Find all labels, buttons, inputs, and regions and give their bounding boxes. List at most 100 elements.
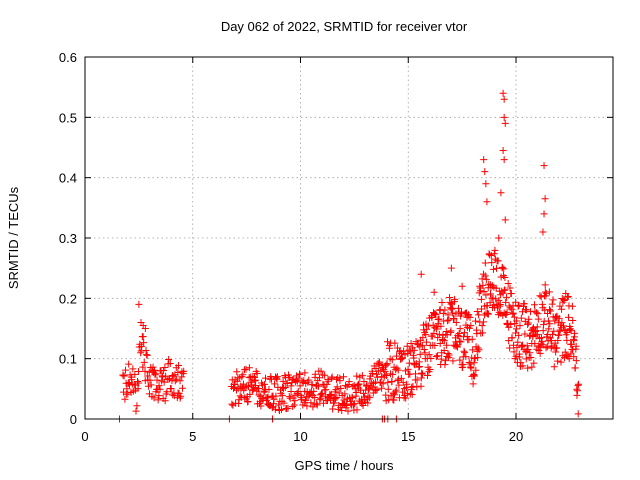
data-point bbox=[435, 315, 443, 323]
data-point bbox=[262, 374, 270, 382]
data-point bbox=[324, 377, 332, 385]
data-point bbox=[478, 322, 486, 330]
data-point bbox=[391, 388, 399, 396]
data-point bbox=[525, 315, 533, 323]
data-point bbox=[368, 369, 376, 377]
data-point bbox=[338, 406, 346, 414]
data-point bbox=[337, 384, 345, 392]
data-point bbox=[419, 334, 427, 342]
data-point bbox=[547, 307, 555, 315]
data-point bbox=[303, 402, 311, 410]
data-point bbox=[531, 340, 539, 348]
data-point bbox=[482, 275, 490, 283]
data-point bbox=[460, 329, 468, 337]
data-point bbox=[572, 342, 580, 350]
data-point bbox=[173, 375, 181, 383]
data-point bbox=[567, 350, 575, 358]
data-point bbox=[437, 322, 445, 330]
data-point bbox=[422, 331, 430, 339]
data-point bbox=[163, 388, 171, 396]
data-point bbox=[540, 321, 548, 329]
data-point bbox=[161, 364, 169, 372]
data-point bbox=[533, 330, 541, 338]
data-point bbox=[456, 325, 464, 333]
data-point bbox=[539, 341, 547, 349]
data-point bbox=[488, 282, 496, 290]
data-point bbox=[488, 259, 496, 267]
data-point bbox=[565, 355, 573, 363]
data-point bbox=[280, 384, 288, 392]
data-point-peak bbox=[499, 89, 507, 97]
data-point bbox=[152, 370, 160, 378]
data-point bbox=[355, 380, 363, 388]
data-point bbox=[502, 298, 510, 306]
data-point bbox=[374, 359, 382, 367]
data-point bbox=[296, 382, 304, 390]
data-point bbox=[353, 406, 361, 414]
data-point bbox=[524, 320, 532, 328]
data-point bbox=[554, 357, 562, 365]
data-point bbox=[474, 354, 482, 362]
data-point bbox=[425, 351, 433, 359]
data-point bbox=[314, 377, 322, 385]
data-point bbox=[137, 347, 145, 355]
data-point bbox=[460, 347, 468, 355]
data-point bbox=[481, 272, 489, 280]
data-point bbox=[378, 384, 386, 392]
data-point bbox=[424, 372, 432, 380]
data-point bbox=[569, 317, 577, 325]
data-point bbox=[302, 396, 310, 404]
data-point bbox=[551, 317, 559, 325]
data-point bbox=[466, 313, 474, 321]
data-point-peak bbox=[483, 198, 491, 206]
data-point bbox=[340, 373, 348, 381]
data-point bbox=[255, 384, 263, 392]
data-point bbox=[341, 382, 349, 390]
data-point bbox=[167, 385, 175, 393]
data-point bbox=[557, 358, 565, 366]
data-point bbox=[418, 341, 426, 349]
data-point bbox=[245, 382, 253, 390]
data-point bbox=[403, 380, 411, 388]
data-point bbox=[407, 339, 415, 347]
data-point bbox=[536, 349, 544, 357]
y-tick-label: 0.2 bbox=[59, 291, 77, 306]
data-point bbox=[512, 298, 520, 306]
data-point bbox=[470, 359, 478, 367]
data-point bbox=[526, 332, 534, 340]
data-point bbox=[228, 400, 236, 408]
data-point bbox=[389, 370, 397, 378]
data-point bbox=[432, 311, 440, 319]
data-point bbox=[323, 380, 331, 388]
data-point bbox=[160, 367, 168, 375]
data-point bbox=[477, 305, 485, 313]
data-point bbox=[495, 296, 503, 304]
y-tick-label: 0.3 bbox=[59, 231, 77, 246]
data-point bbox=[155, 382, 163, 390]
data-point bbox=[403, 342, 411, 350]
data-point bbox=[454, 331, 462, 339]
data-point bbox=[508, 305, 516, 313]
data-point bbox=[277, 406, 285, 414]
data-point bbox=[134, 367, 142, 375]
data-point bbox=[523, 342, 531, 350]
data-point bbox=[405, 359, 413, 367]
data-point bbox=[360, 377, 368, 385]
data-point bbox=[397, 374, 405, 382]
data-point bbox=[399, 378, 407, 386]
x-tick-label: 20 bbox=[509, 429, 523, 444]
data-point bbox=[317, 367, 325, 375]
data-point bbox=[550, 363, 558, 371]
data-point bbox=[556, 302, 564, 310]
data-point bbox=[510, 313, 518, 321]
data-point bbox=[349, 401, 357, 409]
data-point bbox=[409, 382, 417, 390]
data-point bbox=[268, 404, 276, 412]
data-point bbox=[239, 380, 247, 388]
data-point bbox=[444, 311, 452, 319]
data-point bbox=[437, 355, 445, 363]
data-point bbox=[558, 305, 566, 313]
data-point bbox=[477, 295, 485, 303]
data-point bbox=[311, 393, 319, 401]
data-point bbox=[534, 315, 542, 323]
